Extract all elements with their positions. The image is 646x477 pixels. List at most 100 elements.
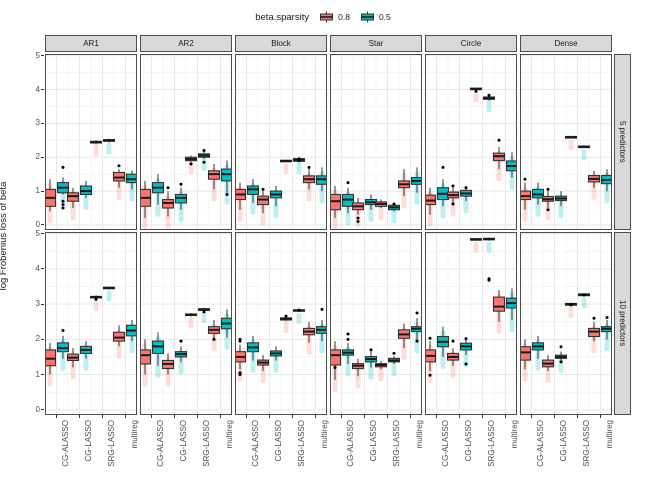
panel-block-10-predictors — [235, 232, 327, 415]
facet-strip-col-ar2: AR2 — [140, 35, 232, 52]
x-tick-mark — [554, 415, 555, 418]
x-axis-label-cg-alasso: CG-ALASSO — [535, 420, 545, 467]
y-tick-mark — [41, 55, 44, 57]
y-tick-label: 0 — [35, 404, 40, 414]
legend-key-label: 0.8 — [338, 12, 350, 22]
panel-ar1-10-predictors — [45, 232, 137, 415]
y-axis-title: log Frobenius loss of beta — [0, 181, 9, 291]
y-tick-label: 5 — [35, 50, 40, 60]
x-tick-mark — [341, 415, 342, 418]
x-axis-label-multireg: multireg — [414, 420, 424, 449]
x-axis-label-cg-alasso: CG-ALASSO — [440, 420, 450, 467]
panel-ar2-5-predictors — [140, 54, 232, 230]
facet-strip-col-ar1: AR1 — [45, 35, 137, 52]
facet-strip-col-block: Block — [235, 35, 327, 52]
x-tick-mark — [174, 415, 175, 418]
x-axis-label-multireg: multireg — [509, 420, 519, 449]
panel-ar1-5-predictors — [45, 54, 137, 230]
x-axis-label-cg-lasso: CG-LASSO — [463, 420, 473, 462]
y-tick-label: 5 — [35, 228, 40, 238]
legend-title: beta.sparsity — [255, 11, 310, 23]
panel-dense-5-predictors — [520, 54, 612, 230]
x-tick-mark — [220, 415, 221, 418]
x-axis-label-srg-lasso: SRG-LASSO — [201, 420, 211, 467]
panel-ar2-10-predictors — [140, 232, 232, 415]
facet-strip-row-5-predictors: 5 predictors — [614, 54, 631, 230]
y-tick-mark — [41, 338, 44, 340]
y-tick-mark — [41, 303, 44, 305]
boxplot-key-icon — [360, 11, 374, 23]
y-tick-mark — [41, 233, 44, 235]
x-tick-mark — [364, 415, 365, 418]
x-tick-mark — [505, 415, 506, 418]
x-tick-mark — [197, 415, 198, 418]
x-axis-label-srg-lasso: SRG-LASSO — [486, 420, 496, 467]
y-tick-label: 4 — [35, 263, 40, 273]
y-tick-mark — [41, 409, 44, 411]
legend-key-0-8: 0.8 — [319, 11, 350, 23]
x-axis-label-cg-lasso: CG-LASSO — [558, 420, 568, 462]
x-tick-mark — [436, 415, 437, 418]
x-tick-mark — [79, 415, 80, 418]
x-tick-mark — [482, 415, 483, 418]
y-tick-mark — [41, 224, 44, 226]
facet-strip-col-dense: Dense — [520, 35, 612, 52]
legend-key-label: 0.5 — [378, 12, 391, 22]
x-axis-label-cg-lasso: CG-LASSO — [83, 420, 93, 462]
legend: beta.sparsity 0.8 0.5 — [0, 6, 646, 28]
x-axis-label-srg-lasso: SRG-LASSO — [106, 420, 116, 467]
y-tick-mark — [41, 156, 44, 158]
x-axis-label-cg-alasso: CG-ALASSO — [155, 420, 165, 467]
panel-star-10-predictors — [330, 232, 422, 415]
y-tick-label: 2 — [35, 152, 40, 162]
y-tick-mark — [41, 89, 44, 91]
x-tick-mark — [292, 415, 293, 418]
y-tick-label: 1 — [35, 186, 40, 196]
y-tick-mark — [41, 374, 44, 376]
x-tick-mark — [577, 415, 578, 418]
x-axis-label-cg-lasso: CG-LASSO — [273, 420, 283, 462]
y-tick-mark — [41, 190, 44, 192]
x-axis-label-multireg: multireg — [604, 420, 614, 449]
y-tick-label: 4 — [35, 84, 40, 94]
facet-strip-col-star: Star — [330, 35, 422, 52]
x-tick-mark — [151, 415, 152, 418]
panel-circle-10-predictors — [425, 232, 517, 415]
panel-block-5-predictors — [235, 54, 327, 230]
x-tick-mark — [269, 415, 270, 418]
x-tick-mark — [600, 415, 601, 418]
x-axis-label-srg-lasso: SRG-LASSO — [296, 420, 306, 467]
x-axis-label-cg-lasso: CG-LASSO — [178, 420, 188, 462]
x-axis-label-srg-lasso: SRG-LASSO — [581, 420, 591, 467]
x-tick-mark — [125, 415, 126, 418]
x-tick-mark — [102, 415, 103, 418]
x-axis-label-multireg: multireg — [224, 420, 234, 449]
x-axis-label-cg-alasso: CG-ALASSO — [345, 420, 355, 467]
x-tick-mark — [315, 415, 316, 418]
y-tick-label: 3 — [35, 299, 40, 309]
panel-circle-5-predictors — [425, 54, 517, 230]
x-tick-mark — [246, 415, 247, 418]
y-tick-label: 2 — [35, 334, 40, 344]
y-tick-label: 0 — [35, 219, 40, 229]
y-tick-label: 1 — [35, 369, 40, 379]
x-axis-label-cg-lasso: CG-LASSO — [368, 420, 378, 462]
x-axis-label-multireg: multireg — [129, 420, 139, 449]
y-tick-mark — [41, 268, 44, 270]
x-tick-mark — [531, 415, 532, 418]
facet-strip-col-circle: Circle — [425, 35, 517, 52]
x-tick-mark — [56, 415, 57, 418]
boxplot-key-icon — [320, 11, 334, 23]
y-tick-label: 3 — [35, 118, 40, 128]
panel-star-5-predictors — [330, 54, 422, 230]
facet-strip-row-10-predictors: 10 predictors — [614, 232, 631, 415]
panel-dense-10-predictors — [520, 232, 612, 415]
legend-key-0-5: 0.5 — [360, 11, 391, 23]
x-tick-mark — [387, 415, 388, 418]
x-tick-mark — [459, 415, 460, 418]
x-axis-label-multireg: multireg — [319, 420, 329, 449]
x-axis-label-srg-lasso: SRG-LASSO — [391, 420, 401, 467]
x-axis-label-cg-alasso: CG-ALASSO — [250, 420, 260, 467]
y-tick-mark — [41, 122, 44, 124]
